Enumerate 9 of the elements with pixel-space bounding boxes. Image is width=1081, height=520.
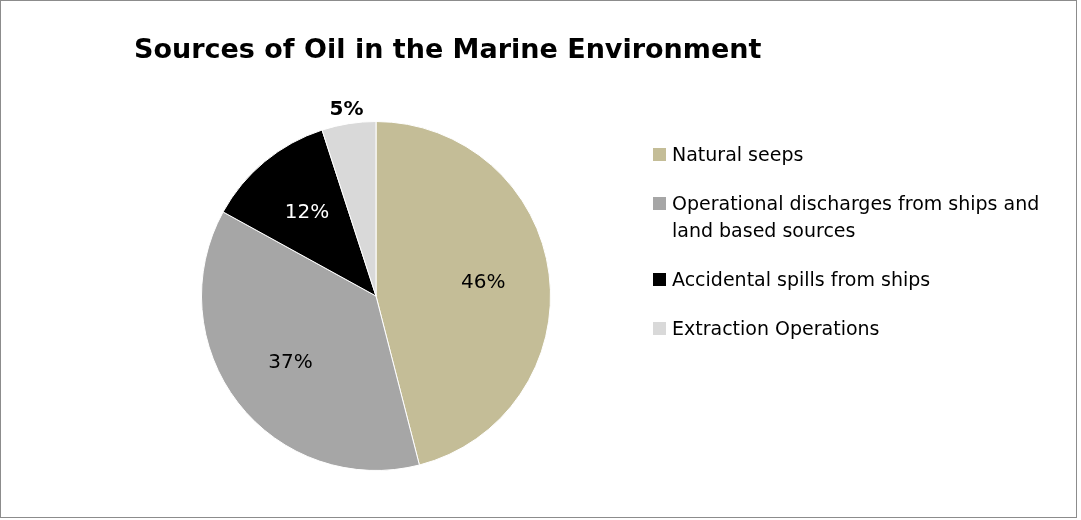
- data-label: 5%: [329, 96, 364, 121]
- legend-label: Operational discharges from ships and land based sources: [672, 191, 1041, 243]
- chart-title: Sources of Oil in the Marine Environment: [134, 33, 762, 64]
- legend-label: Extraction Operations: [672, 316, 880, 341]
- legend-label: Natural seeps: [672, 142, 804, 167]
- legend-label: Accidental spills from ships: [672, 267, 931, 292]
- data-label: 46%: [461, 268, 506, 293]
- data-label: 12%: [284, 198, 330, 223]
- data-label: 37%: [268, 348, 313, 373]
